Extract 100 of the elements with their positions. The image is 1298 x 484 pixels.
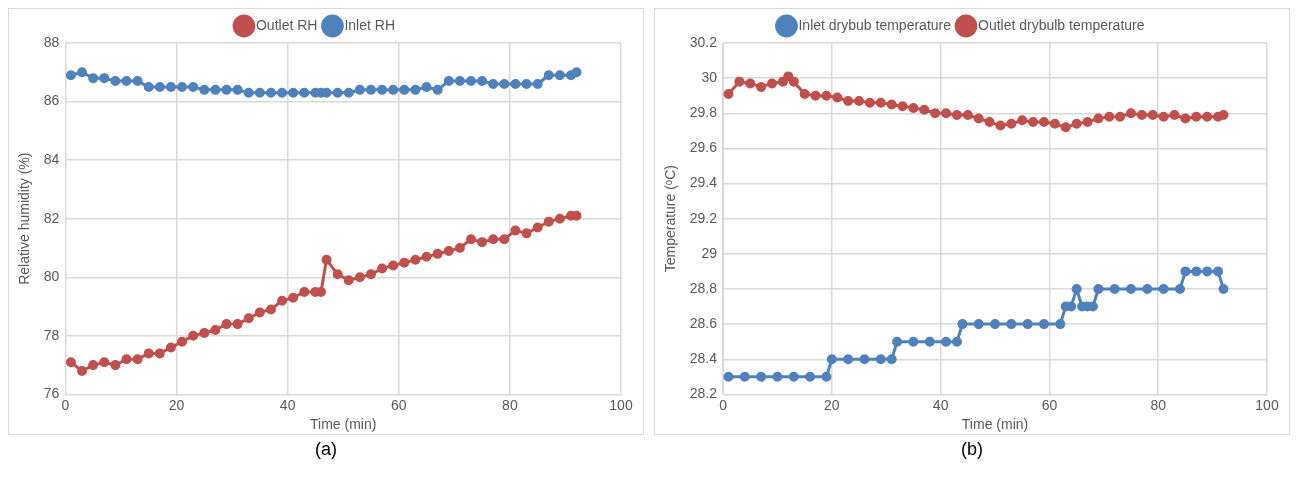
y-tick-label: 28.6	[689, 314, 718, 331]
y-tick-label: 29	[701, 244, 718, 261]
point	[165, 81, 176, 92]
point	[788, 371, 799, 382]
point	[1158, 111, 1169, 122]
point	[1071, 283, 1082, 294]
point	[1213, 266, 1224, 277]
y-tick-label: 78	[43, 326, 60, 343]
point	[65, 70, 76, 81]
point	[143, 348, 154, 359]
point	[859, 354, 870, 365]
point	[984, 117, 995, 128]
point	[543, 70, 554, 81]
point	[1055, 319, 1066, 330]
point	[821, 90, 832, 101]
y-tick-label: 86	[43, 92, 60, 109]
y-tick-label: 82	[43, 209, 60, 226]
point	[1060, 122, 1071, 133]
point	[188, 81, 199, 92]
point	[110, 360, 121, 371]
point	[132, 354, 143, 365]
y-tick-label: 29.4	[689, 174, 718, 191]
point	[843, 95, 854, 106]
y-tick-label: 88	[43, 33, 60, 50]
point	[571, 67, 582, 78]
point	[77, 67, 88, 78]
point	[777, 76, 788, 87]
point	[1082, 117, 1093, 128]
point	[990, 319, 1001, 330]
point	[288, 87, 299, 98]
y-tick-label: 29.6	[689, 139, 718, 156]
point	[821, 371, 832, 382]
point	[767, 78, 777, 89]
point	[739, 371, 750, 382]
point	[810, 90, 821, 101]
point	[756, 371, 767, 382]
point	[243, 313, 254, 324]
text: (b)	[960, 439, 984, 460]
point	[886, 354, 897, 365]
point	[77, 365, 88, 376]
point	[454, 76, 465, 87]
point	[962, 110, 973, 121]
y-tick-label: 84	[43, 150, 60, 167]
y-tick-label: 76	[43, 385, 60, 402]
point	[892, 336, 903, 347]
point	[121, 354, 132, 365]
point	[265, 87, 276, 98]
point	[210, 324, 221, 335]
point	[332, 269, 343, 280]
point	[199, 84, 210, 95]
point	[941, 108, 952, 119]
point	[110, 76, 121, 87]
x-tick-label: 20	[824, 396, 840, 413]
point	[177, 81, 188, 92]
point	[354, 84, 365, 95]
point	[399, 257, 410, 268]
point	[199, 327, 210, 338]
y-tick-label: 28.8	[689, 279, 718, 296]
point	[1180, 266, 1191, 277]
point	[1071, 118, 1082, 129]
legend-label: Inlet RH	[344, 16, 396, 33]
point	[875, 97, 886, 108]
point	[554, 213, 565, 224]
point	[277, 295, 288, 306]
point	[745, 78, 756, 89]
x-tick-label: 60	[390, 396, 407, 413]
y-tick-label: 29.8	[689, 104, 718, 121]
x-axis-title: Time (min)	[961, 416, 1029, 433]
point	[499, 234, 510, 245]
point	[1180, 113, 1191, 124]
point	[1006, 319, 1017, 330]
point	[1093, 283, 1104, 294]
point	[951, 110, 962, 121]
point	[543, 216, 554, 227]
point	[343, 275, 354, 286]
point	[443, 245, 454, 256]
point	[88, 73, 99, 84]
point	[788, 76, 799, 87]
point	[421, 251, 432, 262]
y-tick-label: 29.2	[689, 209, 718, 226]
point	[510, 225, 521, 236]
y-axis-title: Relative humidity (%)	[16, 152, 33, 285]
point	[488, 79, 499, 89]
point	[232, 319, 243, 330]
point	[1218, 110, 1229, 121]
point	[510, 79, 521, 89]
point	[1191, 111, 1202, 122]
point	[919, 104, 930, 115]
point	[897, 101, 908, 112]
point	[1142, 283, 1153, 294]
x-tick-label: 40	[279, 396, 296, 413]
legend-label: Outlet drybulb temperature	[978, 16, 1145, 33]
point	[365, 84, 376, 95]
point	[477, 76, 488, 87]
x-tick-label: 40	[932, 396, 949, 413]
text: (a)	[314, 439, 338, 460]
point	[957, 319, 968, 330]
point	[388, 260, 399, 271]
x-tick-label: 80	[502, 396, 518, 413]
point	[321, 254, 332, 265]
